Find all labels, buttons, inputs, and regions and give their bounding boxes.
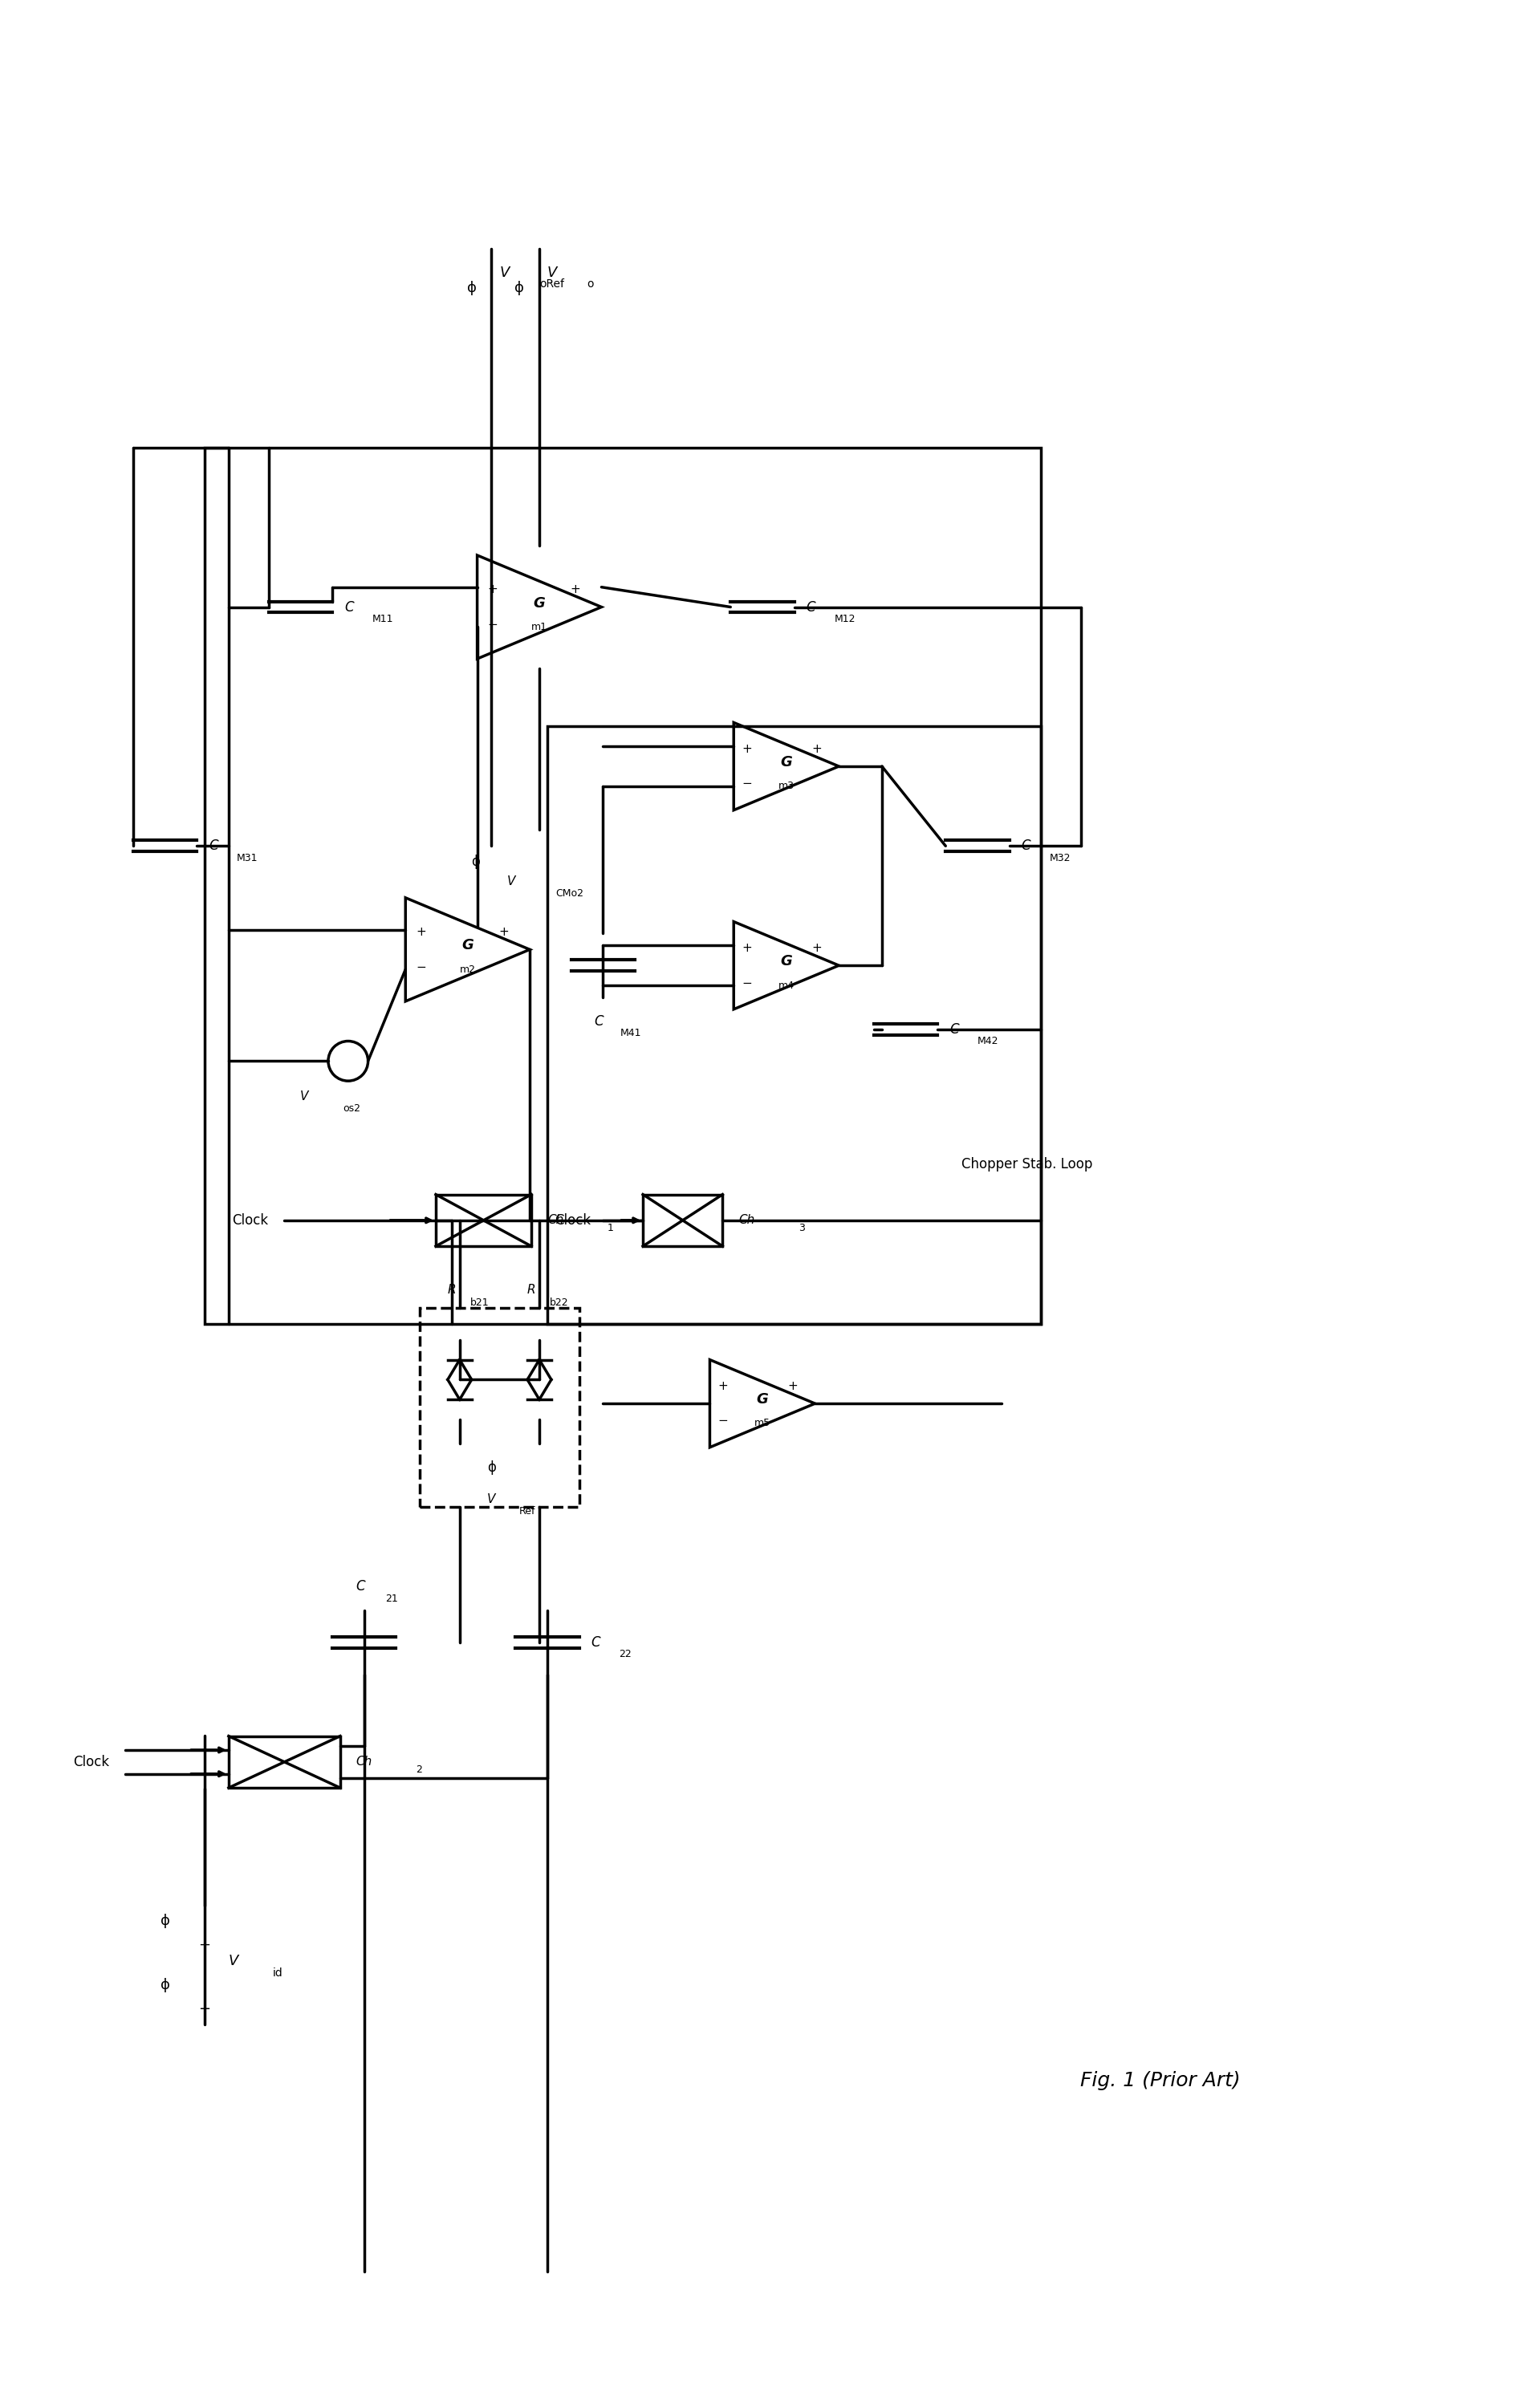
Text: C: C (1022, 838, 1031, 852)
Text: M11: M11 (371, 614, 393, 624)
Text: m3: m3 (778, 780, 794, 792)
Text: +: + (570, 583, 581, 595)
Text: +: + (813, 942, 822, 954)
Text: id: id (273, 1967, 282, 1979)
Text: V: V (300, 1091, 308, 1103)
Text: C: C (344, 600, 353, 614)
Text: oRef: oRef (540, 279, 564, 289)
Text: G: G (462, 939, 473, 954)
Text: 1: 1 (606, 1223, 614, 1233)
Text: G: G (756, 1392, 769, 1406)
Bar (420, 1308, 579, 1507)
Text: M32: M32 (1049, 852, 1070, 862)
Text: ϕ: ϕ (161, 1977, 170, 1991)
Text: 3: 3 (799, 1223, 805, 1233)
Bar (205, 448, 1041, 1324)
Text: −: − (199, 2001, 211, 2015)
Text: M12: M12 (834, 614, 855, 624)
Text: ϕ: ϕ (467, 282, 476, 296)
Text: m2: m2 (459, 963, 476, 975)
Text: −: − (488, 619, 497, 631)
Text: m4: m4 (778, 980, 794, 990)
Text: −: − (741, 978, 752, 990)
Text: V: V (499, 265, 509, 279)
Text: V: V (547, 265, 558, 279)
Text: C: C (949, 1021, 960, 1035)
Text: C: C (807, 600, 816, 614)
Text: Clock: Clock (232, 1214, 268, 1228)
Text: −: − (741, 778, 752, 790)
Text: −: − (415, 961, 426, 973)
Text: 22: 22 (619, 1649, 632, 1659)
Text: V: V (508, 877, 515, 889)
Text: ϕ: ϕ (161, 1914, 170, 1929)
Bar (435, 1194, 531, 1247)
Text: Ch: Ch (547, 1214, 564, 1226)
Text: 2: 2 (415, 1765, 421, 1775)
Text: ϕ: ϕ (471, 855, 481, 869)
Text: M31: M31 (236, 852, 258, 862)
Text: +: + (788, 1380, 797, 1392)
Text: V: V (487, 1493, 496, 1505)
Text: G: G (534, 595, 546, 609)
Text: C: C (591, 1635, 600, 1649)
Text: V: V (229, 1953, 238, 1967)
Text: ϕ: ϕ (514, 282, 525, 296)
Text: ϕ: ϕ (487, 1459, 496, 1474)
Text: G: G (781, 756, 793, 771)
Bar (547, 727, 1041, 1324)
Text: m1: m1 (531, 621, 547, 633)
Text: Ch: Ch (738, 1214, 755, 1226)
Text: m5: m5 (755, 1418, 770, 1428)
Text: C: C (209, 838, 218, 852)
Text: CMo2: CMo2 (555, 889, 584, 898)
Text: R: R (528, 1283, 535, 1296)
Text: M42: M42 (978, 1035, 999, 1047)
Text: Fig. 1 (Prior Art): Fig. 1 (Prior Art) (1081, 2071, 1240, 2090)
Text: +: + (741, 742, 752, 754)
Text: Ch: Ch (356, 1755, 373, 1767)
Text: Ref: Ref (518, 1505, 535, 1517)
Text: 21: 21 (385, 1594, 399, 1604)
Text: +: + (719, 1380, 728, 1392)
Text: os2: os2 (343, 1103, 361, 1115)
Text: Clock: Clock (73, 1755, 109, 1770)
Text: +: + (415, 927, 426, 939)
Text: R: R (447, 1283, 456, 1296)
Bar (643, 1194, 723, 1247)
Text: b21: b21 (470, 1298, 490, 1308)
Text: +: + (813, 742, 822, 754)
Bar (229, 1736, 340, 1787)
Text: +: + (199, 1938, 211, 1953)
Text: o: o (587, 279, 594, 289)
Text: C: C (594, 1014, 603, 1028)
Text: +: + (741, 942, 752, 954)
Text: +: + (488, 583, 497, 595)
Text: Clock: Clock (555, 1214, 591, 1228)
Text: b22: b22 (550, 1298, 568, 1308)
Text: +: + (499, 927, 509, 939)
Text: Chopper Stab. Loop: Chopper Stab. Loop (961, 1158, 1093, 1173)
Text: G: G (781, 954, 793, 968)
Text: −: − (719, 1416, 728, 1428)
Text: M41: M41 (620, 1028, 641, 1038)
Text: C: C (355, 1580, 365, 1594)
